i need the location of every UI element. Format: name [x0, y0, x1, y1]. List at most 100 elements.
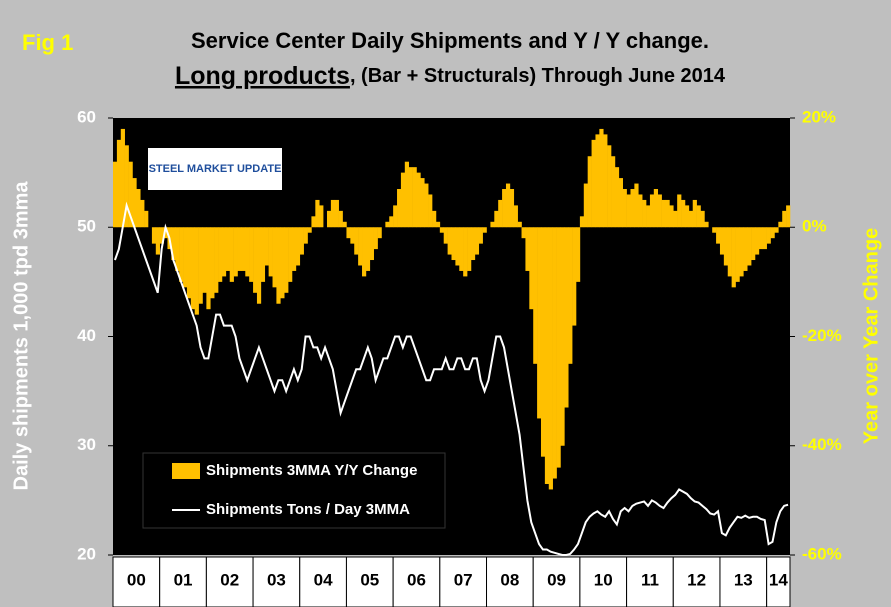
bar [303, 227, 308, 244]
x-tick-label: 10 [594, 570, 613, 589]
x-tick-box [159, 556, 207, 607]
bar [482, 227, 487, 233]
bar [451, 227, 456, 261]
bar [688, 210, 694, 228]
bar [731, 227, 736, 288]
legend-swatch [172, 463, 200, 479]
bar [716, 227, 721, 244]
bar [630, 189, 635, 228]
bar [568, 227, 573, 364]
bar [373, 227, 378, 250]
bar [408, 167, 413, 228]
bar [342, 221, 347, 228]
bar [505, 183, 511, 228]
bar [113, 161, 118, 228]
bar [684, 205, 690, 228]
bar [681, 199, 686, 228]
bar [272, 227, 277, 288]
x-tick-label: 07 [454, 570, 473, 589]
bar [521, 227, 526, 239]
bar [603, 134, 608, 228]
x-tick-label: 02 [220, 570, 239, 589]
bar [607, 145, 612, 228]
bar [498, 199, 503, 228]
bar [778, 221, 783, 228]
x-tick-box [112, 556, 161, 607]
x-tick-label: 05 [360, 570, 379, 589]
bar [556, 227, 561, 468]
bar [579, 216, 585, 228]
bar [712, 227, 717, 233]
bar [233, 227, 238, 277]
bar [253, 227, 258, 293]
bar [315, 199, 320, 228]
bar [618, 178, 623, 228]
bar [474, 227, 480, 255]
bar [428, 194, 433, 228]
y2-tick-label: 20% [802, 107, 836, 126]
bar [256, 227, 262, 304]
bar [186, 227, 192, 299]
bar [435, 221, 441, 228]
x-tick-box [486, 556, 534, 607]
bar [206, 227, 211, 310]
bar [132, 178, 137, 228]
chart-subtitle: Long products, (Bar + Structurals) Throu… [175, 62, 726, 90]
bar [443, 227, 448, 244]
bar [751, 227, 756, 261]
bar [525, 227, 530, 271]
y2-tick-label: -40% [802, 435, 842, 454]
bar [622, 189, 627, 228]
bar [218, 227, 223, 282]
x-tick-label: 12 [687, 570, 706, 589]
bar [727, 227, 732, 277]
bar [540, 227, 546, 457]
y2-axis-label: Year over Year Change [860, 228, 882, 444]
bar [163, 227, 168, 239]
bar [432, 210, 437, 228]
x-tick-label: 11 [641, 570, 659, 589]
bar [700, 210, 705, 228]
bar [264, 227, 269, 266]
bar [661, 199, 666, 228]
bar [735, 227, 740, 282]
x-tick-box [766, 556, 791, 607]
bar [544, 227, 550, 484]
bar [595, 134, 600, 228]
bar [280, 227, 285, 299]
bar [385, 221, 390, 228]
bar [739, 227, 744, 277]
bar [124, 145, 129, 228]
bar [564, 227, 569, 408]
bar [288, 227, 293, 282]
bar [175, 227, 180, 271]
bar [260, 227, 266, 282]
bar [365, 227, 371, 271]
bar [638, 194, 643, 228]
y-tick-label: 20 [77, 544, 96, 563]
bar [295, 227, 301, 266]
bar [626, 194, 631, 228]
bar [194, 227, 199, 315]
bar [245, 227, 250, 277]
bar [338, 210, 343, 228]
bar [241, 227, 246, 271]
bar [494, 210, 499, 228]
bar [229, 227, 234, 282]
bar [116, 139, 122, 228]
bar [642, 199, 647, 228]
bar [467, 227, 472, 271]
bar [198, 227, 203, 304]
y-tick-label: 60 [77, 107, 96, 126]
bar [319, 205, 324, 228]
figure-label: Fig 1 [22, 30, 73, 55]
y-axis-label: Daily shipments 1,000 tpd 3mma [10, 181, 32, 491]
x-tick-box [579, 556, 628, 607]
bar [221, 227, 227, 277]
bar [299, 227, 304, 255]
logo [148, 148, 282, 190]
bar [537, 227, 542, 419]
bar [400, 172, 406, 228]
x-tick-label: 01 [174, 570, 193, 589]
